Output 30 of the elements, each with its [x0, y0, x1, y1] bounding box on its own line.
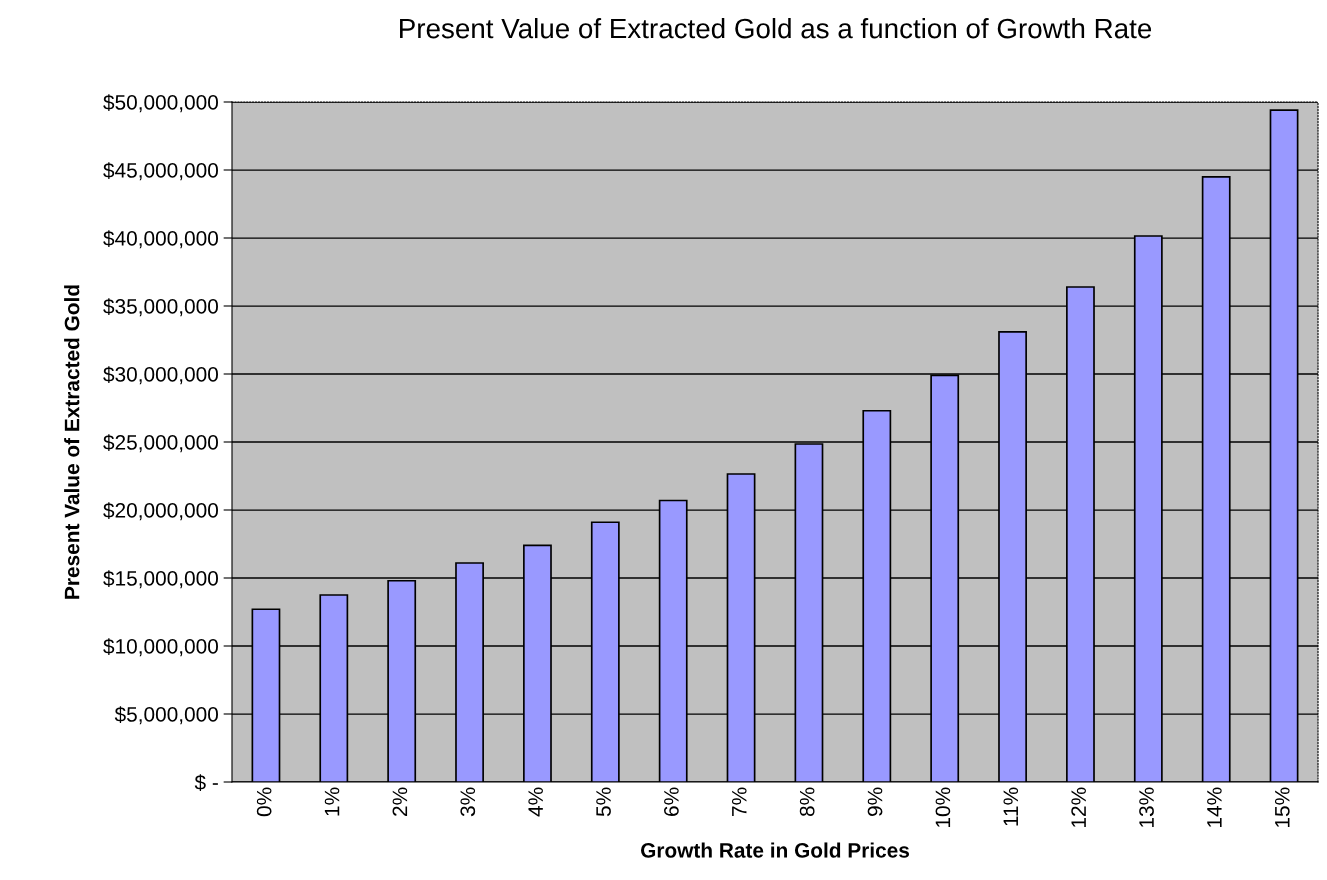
x-tick-label: 12%: [1071, 787, 1086, 827]
y-tick-label: $35,000,000: [103, 298, 218, 317]
x-tick-label: 13%: [1139, 787, 1154, 827]
x-tick-label: 7%: [731, 787, 747, 816]
x-tick-label: 5%: [596, 787, 611, 817]
y-tick-label: $50,000,000: [103, 94, 218, 113]
y-tick-label: $15,000,000: [103, 570, 218, 589]
x-tick-label: 0%: [256, 787, 272, 817]
x-tick-label: 2%: [392, 787, 408, 816]
x-tick-label: 9%: [867, 787, 883, 816]
y-tick-label: $ -: [194, 774, 218, 791]
y-tick-label: $20,000,000: [103, 502, 218, 521]
y-tick-label: $25,000,000: [103, 434, 218, 453]
y-tick-label: $10,000,000: [103, 638, 218, 657]
x-tick-label: 1%: [324, 787, 340, 816]
chart-title: Present Value of Extracted Gold as a function of Growth Rate: [400, 17, 1152, 39]
x-tick-label: 3%: [460, 787, 476, 817]
x-tick-label: 6%: [664, 787, 679, 816]
x-tick-label: 4%: [528, 787, 543, 817]
x-tick-label: 8%: [799, 787, 815, 817]
x-tick-label: 11%: [1003, 787, 1019, 826]
x-tick-label: 10%: [935, 787, 951, 827]
y-tick-label: $30,000,000: [103, 366, 218, 385]
y-tick-label: $5,000,000: [114, 706, 218, 725]
y-axis-title: Present Value of Extracted Gold: [64, 285, 80, 599]
x-axis-title: Growth Rate in Gold Prices: [641, 842, 910, 858]
y-tick-label: $45,000,000: [103, 162, 218, 181]
x-tick-label: 15%: [1274, 787, 1290, 827]
y-tick-label: $40,000,000: [103, 230, 218, 249]
x-tick-label: 14%: [1207, 787, 1222, 827]
